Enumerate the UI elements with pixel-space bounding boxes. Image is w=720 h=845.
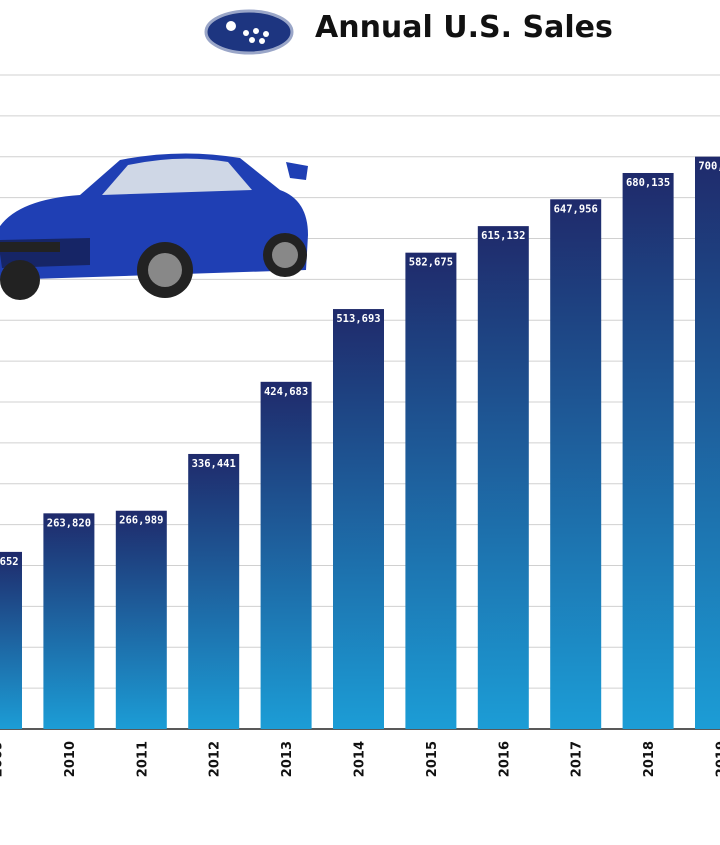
subaru-logo-icon	[204, 9, 294, 55]
x-tick-label: 2019	[715, 741, 720, 777]
data-label: 582,675	[409, 257, 453, 269]
bar-2010	[43, 513, 95, 729]
x-tick-label: 2016	[497, 741, 512, 777]
data-label: 263,820	[47, 517, 91, 529]
bar-2017	[550, 199, 602, 730]
bar-2019	[695, 156, 720, 729]
x-tick-label: 2017	[570, 741, 585, 777]
data-label: 216,652	[0, 556, 19, 568]
bar-2018	[622, 172, 674, 730]
chart-title: Annual U.S. Sales	[315, 10, 613, 45]
data-label: 647,956	[554, 203, 598, 215]
data-label: 266,989	[119, 515, 163, 527]
bar-2012	[188, 453, 240, 729]
data-label: 336,441	[192, 458, 236, 470]
x-tick-label: 2009	[0, 741, 6, 777]
x-tick-label: 2013	[280, 741, 295, 777]
bar-2013	[260, 381, 312, 729]
data-label: 700,117	[698, 161, 720, 173]
bar-2014	[333, 309, 384, 729]
x-tick-label: 2012	[208, 741, 223, 777]
data-label: 680,135	[626, 177, 670, 189]
x-tick-label: 2018	[642, 741, 657, 777]
data-label: 424,683	[264, 386, 308, 398]
data-label: 513,693	[336, 313, 380, 325]
bar-2016	[477, 226, 529, 730]
bar-2009	[0, 551, 22, 729]
bar-2015	[405, 252, 457, 729]
car-image	[0, 153, 308, 300]
x-tick-label: 2010	[63, 741, 78, 777]
x-tick-label: 2015	[425, 741, 440, 777]
data-label: 615,132	[481, 230, 525, 242]
x-tick-label: 2011	[135, 741, 150, 777]
bar-2011	[115, 510, 167, 729]
x-tick-label: 2014	[353, 741, 368, 777]
